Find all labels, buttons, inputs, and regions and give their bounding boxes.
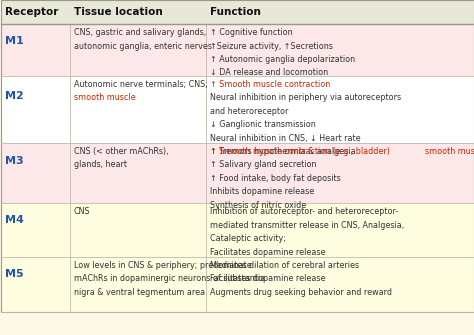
Text: mAChRs in dopaminergic neurons of substantia: mAChRs in dopaminergic neurons of substa… [74,274,265,283]
Text: Function: Function [210,7,261,17]
Text: ↑ Tremors hypothermia & analgesia: ↑ Tremors hypothermia & analgesia [210,147,356,156]
Text: Autonomic nerve terminals; CNS;: Autonomic nerve terminals; CNS; [74,80,210,89]
Text: CNS, gastric and salivary glands,: CNS, gastric and salivary glands, [74,28,206,37]
Text: ↑ Food intake, body fat deposits: ↑ Food intake, body fat deposits [210,174,341,183]
Bar [1,203,474,257]
Text: smooth muscle,: smooth muscle, [425,147,474,156]
Text: Low levels in CNS & periphery; predominate: Low levels in CNS & periphery; predomina… [74,261,252,270]
Text: Inhibits dopamine release: Inhibits dopamine release [210,187,314,196]
Text: Receptor: Receptor [5,7,58,17]
Text: Tissue location: Tissue location [74,7,163,17]
Bar [1,24,474,76]
Bar [1,257,474,312]
Text: autonomic ganglia, enteric nerves: autonomic ganglia, enteric nerves [74,42,212,51]
Text: glands, heart: glands, heart [74,160,127,170]
Text: ↑ Autonomic ganglia depolarization: ↑ Autonomic ganglia depolarization [210,55,355,64]
Text: M5: M5 [5,269,23,279]
Text: Mediates dilation of cerebral arteries: Mediates dilation of cerebral arteries [210,261,359,270]
Text: ↑ Smooth muscle contraction: ↑ Smooth muscle contraction [210,80,330,89]
Text: Synthesis of nitric oxide: Synthesis of nitric oxide [210,201,306,210]
Text: CNS (< other mAChRs),: CNS (< other mAChRs), [74,147,171,156]
Text: Augments drug seeking behavior and reward: Augments drug seeking behavior and rewar… [210,288,392,297]
Bar [1,0,474,24]
Text: and heteroreceptor: and heteroreceptor [210,107,288,116]
Text: CNS: CNS [74,207,91,216]
Text: ↑ Salivary gland secretion: ↑ Salivary gland secretion [210,160,317,170]
Text: Facilitates dopamine release: Facilitates dopamine release [210,248,326,257]
Text: ↑ Smooth muscle contraction (e.g., bladder): ↑ Smooth muscle contraction (e.g., bladd… [210,147,390,156]
Text: M2: M2 [5,91,24,101]
Text: ↓ Ganglionic transmission: ↓ Ganglionic transmission [210,120,316,129]
Bar [1,143,474,203]
Text: M1: M1 [5,36,24,46]
Text: ↓ DA release and locomotion: ↓ DA release and locomotion [210,68,328,77]
Bar [1,76,474,143]
Text: Neural inhibition in periphery via autoreceptors: Neural inhibition in periphery via autor… [210,93,401,103]
Text: Neural inhibition in CNS, ↓ Heart rate: Neural inhibition in CNS, ↓ Heart rate [210,134,361,143]
Text: nigra & ventral tegmentum area: nigra & ventral tegmentum area [74,288,205,297]
Text: smooth muscle: smooth muscle [74,93,136,103]
Text: Cataleptic activity;: Cataleptic activity; [210,234,286,243]
Text: ↑Seizure activity, ↑Secretions: ↑Seizure activity, ↑Secretions [210,42,333,51]
Text: ↑ Cognitive function: ↑ Cognitive function [210,28,292,37]
Text: mediated transmitter release in CNS, Analgesia,: mediated transmitter release in CNS, Ana… [210,221,404,230]
Text: M3: M3 [5,156,23,166]
Text: Inhibition of autoreceptor- and heteroreceptor-: Inhibition of autoreceptor- and heterore… [210,207,398,216]
Text: M4: M4 [5,215,24,225]
Text: Facilitates dopamine release: Facilitates dopamine release [210,274,326,283]
